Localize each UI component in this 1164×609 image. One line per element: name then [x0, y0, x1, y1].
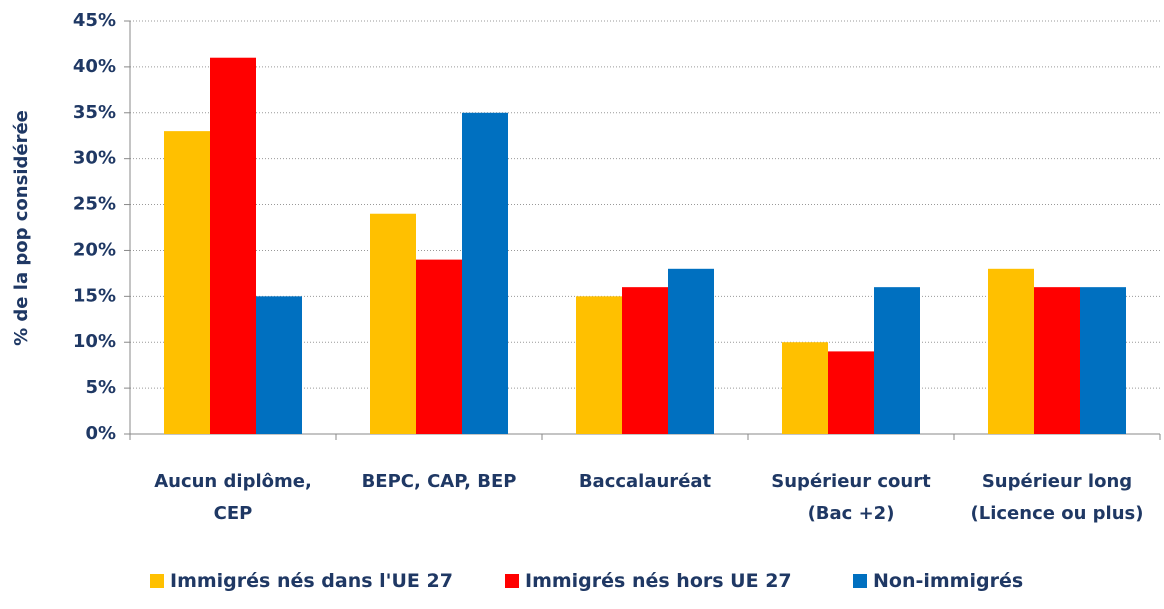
y-tick-label: 25% [73, 194, 116, 215]
legend-label: Immigrés nés dans l'UE 27 [170, 570, 453, 592]
x-tick-label: Aucun diplôme, CEP [154, 471, 312, 524]
y-tick-label: 5% [85, 377, 116, 398]
bar [416, 259, 462, 434]
legend-label: Immigrés nés hors UE 27 [525, 570, 792, 592]
bar [782, 342, 828, 434]
bar [370, 213, 416, 434]
x-tick-label: Supérieur court (Bac +2) [771, 471, 931, 524]
bar [828, 351, 874, 434]
legend-swatch [853, 574, 867, 588]
bar [462, 112, 508, 435]
bar [256, 296, 302, 434]
bar [874, 287, 920, 434]
bar [576, 296, 622, 434]
legend-item: Immigrés nés hors UE 27 [505, 570, 792, 592]
y-tick-label: 35% [73, 102, 116, 123]
bar [1080, 287, 1126, 434]
y-tick-label: 45% [73, 10, 116, 31]
bar [164, 131, 210, 434]
x-tick-label: Supérieur long (Licence ou plus) [970, 471, 1144, 524]
legend-swatch [505, 574, 519, 588]
y-tick-label: 30% [73, 148, 116, 169]
y-tick-label: 0% [85, 423, 116, 444]
legend-item: Non-immigrés [853, 570, 1023, 592]
x-tick-label: Baccalauréat [578, 471, 712, 492]
bar [668, 268, 714, 434]
bar [988, 268, 1034, 434]
y-tick-label: 20% [73, 239, 116, 260]
legend-swatch [150, 574, 164, 588]
y-axis-label: % de la pop considérée [11, 110, 32, 346]
x-tick-label: BEPC, CAP, BEP [361, 471, 517, 492]
bar [622, 287, 668, 434]
bar [210, 57, 256, 434]
legend-label: Non-immigrés [873, 570, 1024, 592]
y-tick-label: 10% [73, 331, 116, 352]
legend-item: Immigrés nés dans l'UE 27 [150, 570, 453, 592]
bar [1034, 287, 1080, 434]
y-tick-label: 40% [73, 56, 116, 77]
y-tick-label: 15% [73, 285, 116, 306]
